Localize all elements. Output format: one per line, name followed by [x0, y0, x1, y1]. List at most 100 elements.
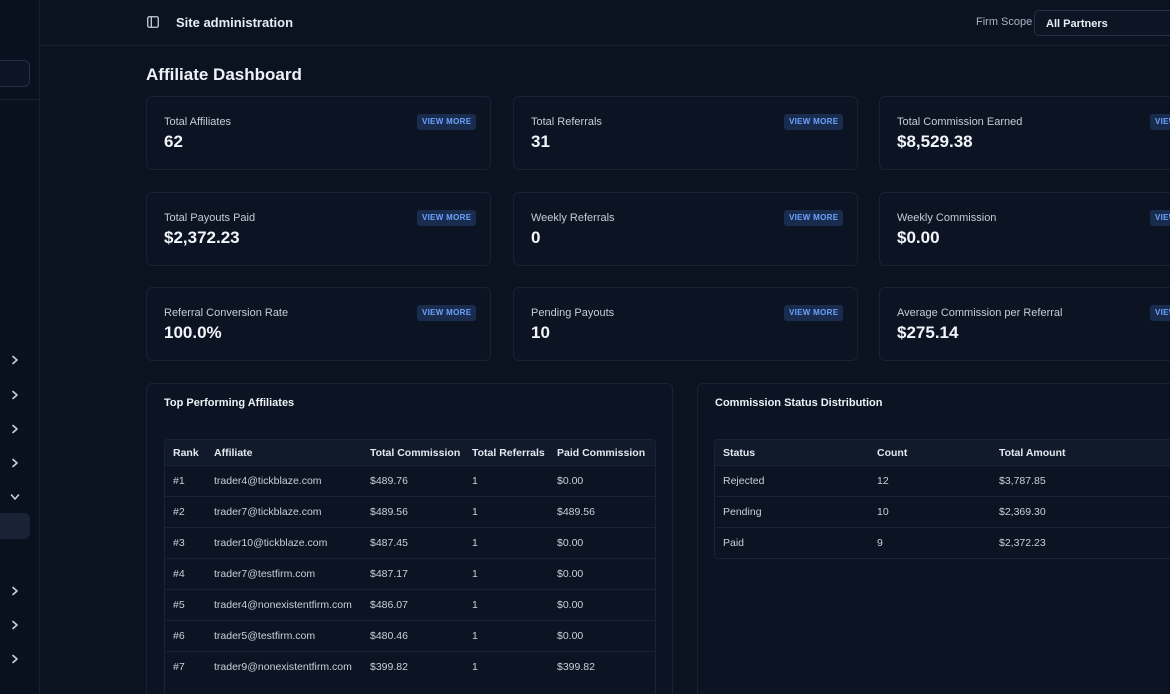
stat-value: $2,372.23: [164, 228, 240, 247]
sidebar-item-7[interactable]: [7, 617, 23, 633]
table-row[interactable]: #2 trader7@tickblaze.com $489.56 1 $489.…: [165, 496, 656, 527]
column-header-rank[interactable]: Rank: [173, 446, 199, 459]
cell-total-commission: $480.46: [370, 630, 408, 642]
cell-total-commission: $399.82: [370, 661, 408, 673]
view-more-button[interactable]: VIEW MORE: [784, 210, 844, 226]
table-row[interactable]: #7 trader9@nonexistentfirm.com $399.82 1…: [165, 651, 656, 682]
cell-total-referrals: 1: [472, 506, 478, 518]
cell-paid-commission: $489.56: [557, 506, 595, 518]
commission-status-table[interactable]: Status Count Total Amount Rejected 12 $3…: [714, 439, 1170, 559]
column-header-count[interactable]: Count: [877, 446, 908, 459]
table-row[interactable]: #5 trader4@nonexistentfirm.com $486.07 1…: [165, 589, 655, 620]
view-more-button[interactable]: VIEW MORE: [417, 305, 477, 321]
column-header-paid-commission[interactable]: Paid Commission: [557, 446, 646, 459]
table-row[interactable]: #6 trader5@testfirm.com $480.46 1 $0.00: [165, 620, 656, 651]
sidebar-item-8[interactable]: [7, 651, 23, 667]
stat-card-referral-conversion-rate: Referral Conversion Rate 100.0% VIEW MOR…: [146, 287, 491, 361]
stat-label: Pending Payouts: [531, 307, 615, 319]
firm-scope-select[interactable]: All Partners: [1034, 10, 1170, 36]
cell-count: 10: [877, 506, 889, 518]
chevron-right-icon: [12, 654, 18, 664]
table-header-row: Rank Affiliate Total Commission Total Re…: [165, 440, 656, 465]
stat-value: 100.0%: [164, 323, 222, 342]
cell-total-referrals: 1: [472, 661, 478, 673]
cell-paid-commission: $0.00: [557, 599, 584, 611]
panel-toggle-button[interactable]: [145, 14, 161, 30]
view-more-button[interactable]: VIEW MORE: [417, 114, 477, 130]
column-header-total-amount[interactable]: Total Amount: [999, 446, 1066, 459]
cell-paid-commission: $399.82: [557, 661, 595, 673]
column-header-status[interactable]: Status: [723, 446, 756, 459]
sidebar-item-6[interactable]: [7, 583, 23, 599]
cell-affiliate: trader9@nonexistentfirm.com: [214, 661, 352, 673]
sidebar-subitem-active[interactable]: [0, 513, 30, 539]
sidebar-item-3[interactable]: [7, 421, 23, 437]
page-title: Affiliate Dashboard: [146, 65, 302, 84]
table-row[interactable]: #3 trader10@tickblaze.com $487.45 1 $0.0…: [165, 527, 655, 558]
cell-rank: #1: [173, 475, 185, 487]
stat-card-weekly-referrals: Weekly Referrals 0 VIEW MORE: [513, 192, 858, 266]
stat-card-total-commission-earned: Total Commission Earned $8,529.38 VIEW M…: [879, 96, 1170, 170]
cut-cell-indicator: [655, 509, 656, 515]
firm-scope-label: Firm Scope: [976, 16, 1033, 28]
view-more-button[interactable]: VIEW MORE: [1150, 210, 1170, 226]
stat-card-total-payouts-paid: Total Payouts Paid $2,372.23 VIEW MORE: [146, 192, 491, 266]
cell-status: Rejected: [723, 475, 765, 487]
cell-paid-commission: $0.00: [557, 475, 584, 487]
chevron-down-icon: [10, 494, 20, 500]
column-header-affiliate[interactable]: Affiliate: [214, 446, 253, 459]
table-row[interactable]: Rejected 12 $3,787.85: [715, 465, 1170, 496]
chevron-right-icon: [12, 424, 18, 434]
cell-status: Pending: [723, 506, 762, 518]
view-more-button[interactable]: VIEW MORE: [1150, 114, 1170, 130]
cell-rank: #6: [173, 630, 185, 642]
view-more-button[interactable]: VIEW MORE: [784, 114, 844, 130]
cell-rank: #3: [173, 537, 185, 549]
view-more-button[interactable]: VIEW MORE: [417, 210, 477, 226]
sidebar-item-2[interactable]: [7, 387, 23, 403]
chevron-right-icon: [12, 458, 18, 468]
cell-count: 12: [877, 475, 889, 487]
cut-column-indicator: [655, 448, 656, 456]
stat-value: 31: [531, 132, 550, 151]
sidebar-search-input[interactable]: [0, 60, 30, 87]
cell-total-referrals: 1: [472, 475, 478, 487]
cell-rank: #4: [173, 568, 185, 580]
cell-total-commission: $489.56: [370, 506, 408, 518]
top-affiliates-table[interactable]: Rank Affiliate Total Commission Total Re…: [164, 439, 656, 694]
table-row[interactable]: #4 trader7@testfirm.com $487.17 1 $0.00: [165, 558, 655, 589]
stat-value: $8,529.38: [897, 132, 973, 151]
cell-affiliate: trader10@tickblaze.com: [214, 537, 328, 549]
table-row[interactable]: Pending 10 $2,369.30: [715, 496, 1170, 527]
table-row[interactable]: Paid 9 $2,372.23: [715, 527, 1170, 558]
commission-status-title: Commission Status Distribution: [715, 397, 883, 409]
cell-affiliate: trader7@testfirm.com: [214, 568, 316, 580]
cell-affiliate: trader4@nonexistentfirm.com: [214, 599, 352, 611]
column-header-total-commission[interactable]: Total Commission: [370, 446, 461, 459]
chevron-right-icon: [12, 620, 18, 630]
cell-count: 9: [877, 537, 883, 549]
view-more-button[interactable]: VIEW MORE: [1150, 305, 1170, 321]
cell-total-commission: $486.07: [370, 599, 408, 611]
stat-label: Total Payouts Paid: [164, 212, 256, 224]
stat-label: Total Affiliates: [164, 116, 232, 128]
sidebar-item-5-expanded[interactable]: [7, 489, 23, 505]
cell-total-referrals: 1: [472, 630, 478, 642]
stat-card-average-commission-per-referral: Average Commission per Referral $275.14 …: [879, 287, 1170, 361]
cut-cell-indicator: [655, 664, 656, 670]
cell-total-amount: $2,372.23: [999, 537, 1046, 549]
stat-card-total-referrals: Total Referrals 31 VIEW MORE: [513, 96, 858, 170]
cell-total-commission: $487.17: [370, 568, 408, 580]
cut-cell-indicator: [655, 633, 656, 639]
view-more-button[interactable]: VIEW MORE: [784, 305, 844, 321]
top-affiliates-panel: Top Performing Affiliates Rank Affiliate…: [146, 383, 673, 694]
cell-total-amount: $3,787.85: [999, 475, 1046, 487]
sidebar-item-1[interactable]: [7, 352, 23, 368]
table-row[interactable]: #1 trader4@tickblaze.com $489.76 1 $0.00: [165, 465, 655, 496]
column-header-total-referrals[interactable]: Total Referrals: [472, 446, 545, 459]
sidebar-item-4[interactable]: [7, 455, 23, 471]
cell-affiliate: trader7@tickblaze.com: [214, 506, 322, 518]
sidebar-divider: [0, 99, 40, 100]
cell-status: Paid: [723, 537, 745, 549]
